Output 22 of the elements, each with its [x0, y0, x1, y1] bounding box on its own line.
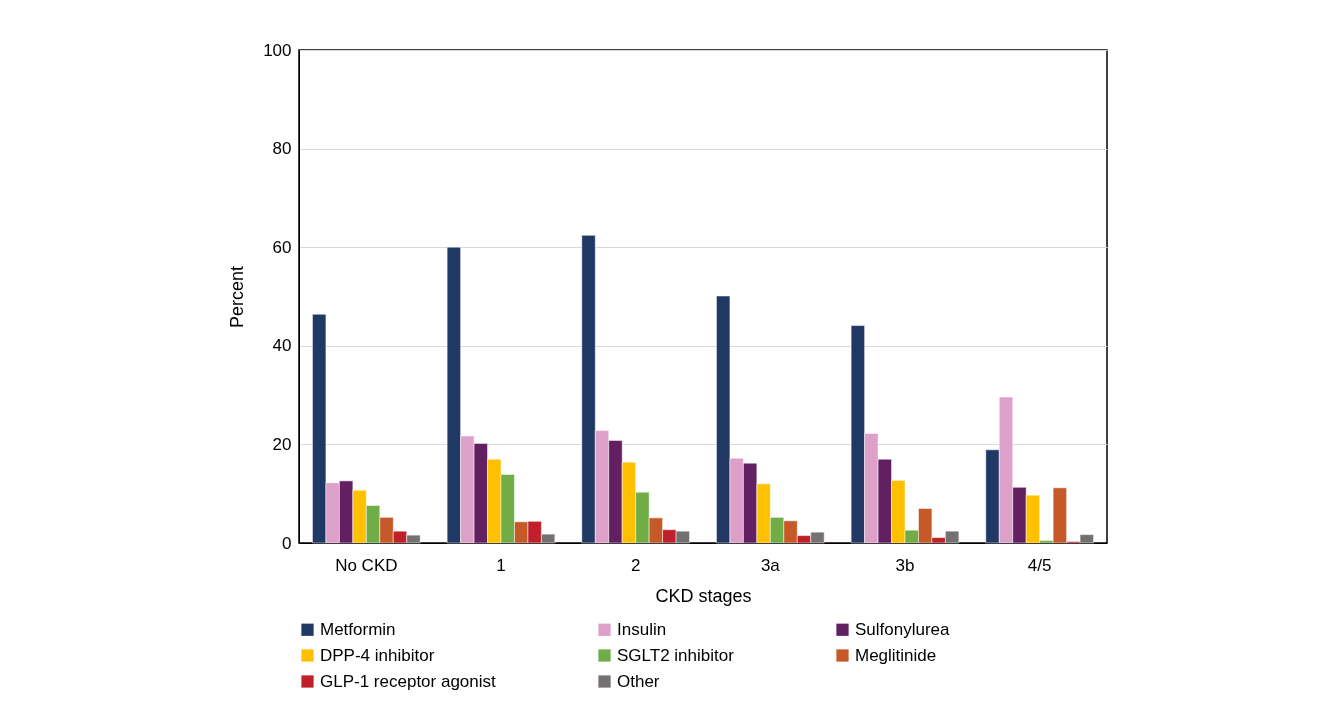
x-tick-label: 3a: [760, 555, 781, 575]
y-tick-label: 40: [272, 336, 292, 356]
x-tick-label: 4/5: [1027, 555, 1052, 575]
legend-label: Sulfonylurea: [855, 619, 951, 639]
y-tick-label: 100: [263, 40, 292, 60]
y-tick-label: 80: [272, 139, 292, 159]
legend-label: SGLT2 inhibitor: [617, 645, 735, 665]
x-tick-label: 3b: [895, 555, 915, 575]
y-tick-label: 60: [272, 237, 292, 257]
y-tick-label: 0: [282, 533, 292, 553]
x-tick-label: No CKD: [335, 555, 398, 575]
legend-label: Metformin: [320, 619, 396, 639]
x-axis-title: CKD stages: [655, 585, 752, 606]
x-tick-label: 2: [630, 555, 641, 575]
y-tick-label: 20: [272, 434, 292, 454]
legend-label: GLP-1 receptor agonist: [320, 671, 497, 691]
x-tick-label: 1: [496, 555, 506, 575]
y-axis-title: Percent: [227, 265, 248, 329]
legend-label: Meglitinide: [855, 645, 937, 665]
legend-label: DPP-4 inhibitor: [320, 645, 435, 665]
legend-label: Insulin: [617, 619, 667, 639]
legend-label: Other: [617, 671, 660, 691]
